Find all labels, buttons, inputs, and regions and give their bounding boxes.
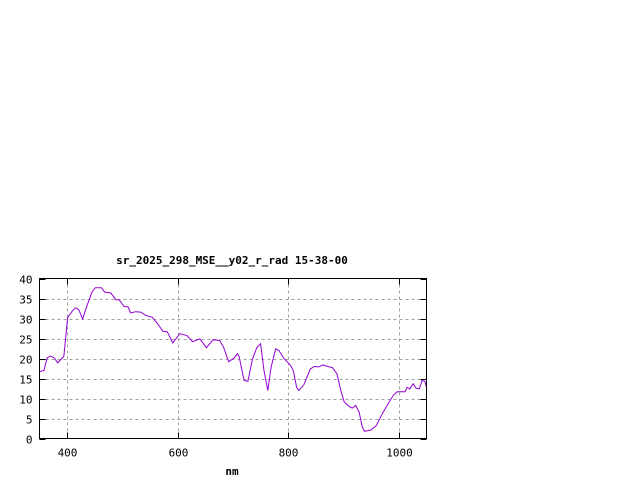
x-axis-label: nm (225, 465, 239, 478)
y-tick-label: 35 (19, 294, 32, 307)
y-tick-label: 5 (26, 414, 33, 427)
plot-border (39, 278, 427, 439)
x-tick-label: 1000 (386, 447, 413, 460)
y-tick-label: 40 (19, 274, 32, 287)
y-tick-label: 30 (19, 314, 32, 327)
grid (39, 278, 427, 439)
series-line (39, 287, 427, 432)
chart-title: sr_2025_298_MSE__y02_r_rad 15-38-00 (116, 254, 348, 267)
y-tick-label: 15 (19, 374, 32, 387)
axis-ticks: 0 5 10 15 20 25 30 35 40 400 600 800 1000 (19, 274, 427, 460)
y-tick-label: 25 (19, 334, 32, 347)
y-tick-label: 10 (19, 394, 32, 407)
y-tick-label: 20 (19, 354, 32, 367)
x-tick-label: 600 (169, 447, 189, 460)
y-tick-label: 0 (26, 434, 33, 447)
x-tick-label: 800 (279, 447, 299, 460)
x-tick-label: 400 (58, 447, 78, 460)
